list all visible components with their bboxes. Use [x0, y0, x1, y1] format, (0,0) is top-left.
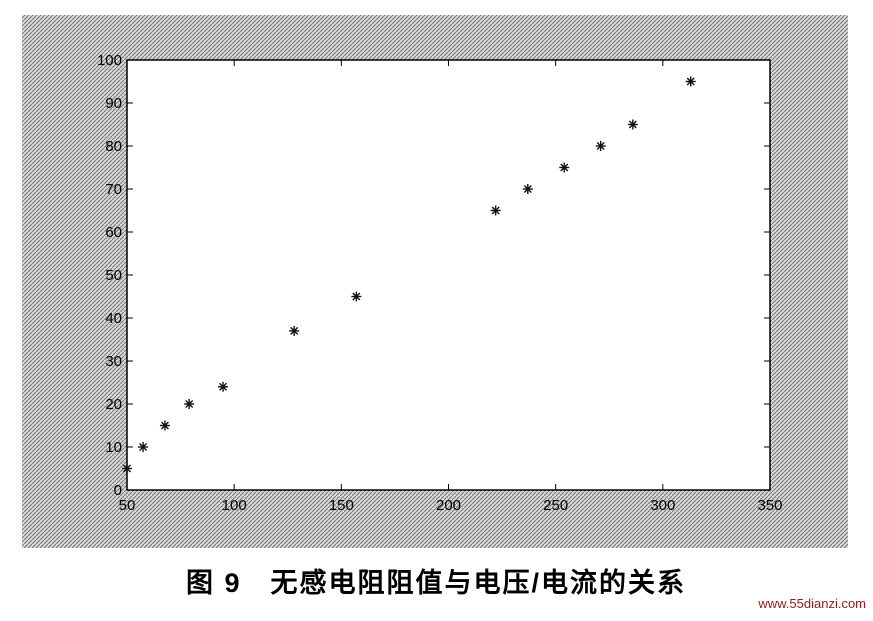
plot-area [126, 59, 771, 491]
point-stroke [686, 77, 695, 86]
point [122, 463, 132, 474]
point [490, 205, 501, 216]
point-stroke [352, 292, 361, 301]
y-tick-label: 20 [105, 396, 122, 413]
x-tick-label: 350 [757, 497, 782, 514]
y-tick-label: 30 [105, 353, 122, 370]
watermark: www.55dianzi.com [757, 596, 866, 611]
x-tick-label: 150 [329, 497, 354, 514]
point [289, 325, 300, 336]
point [627, 119, 638, 130]
point [595, 141, 606, 151]
x-tick-label: 100 [222, 497, 247, 514]
x-tick-label: 200 [436, 497, 461, 514]
point-stroke [123, 464, 131, 473]
point [685, 76, 696, 87]
point-stroke [139, 443, 148, 451]
point [559, 162, 570, 173]
y-tick-label: 60 [105, 224, 122, 241]
y-tick-label: 50 [105, 267, 122, 284]
y-tick-label: 70 [105, 181, 122, 198]
x-tick-label: 250 [543, 497, 568, 514]
chart-title: 图 9 无感电阻阻值与电压/电流的关系 [186, 567, 686, 598]
y-tick-label: 90 [105, 95, 122, 112]
point-stroke [628, 120, 637, 129]
x-tick-label: 300 [650, 497, 675, 514]
point-stroke [596, 142, 605, 150]
y-tick-label: 100 [97, 52, 122, 69]
point-stroke [491, 206, 500, 215]
point-stroke [523, 185, 532, 193]
point-stroke [160, 421, 169, 430]
point [351, 291, 362, 302]
point-stroke [290, 326, 299, 335]
point [138, 442, 149, 452]
point-stroke [185, 400, 194, 408]
y-tick-label: 80 [105, 138, 122, 155]
point-stroke [560, 163, 569, 172]
y-tick-label: 40 [105, 310, 122, 327]
y-tick-label: 10 [105, 439, 122, 456]
x-tick-label: 50 [119, 497, 136, 514]
y-tick-label: 0 [114, 482, 122, 499]
point-stroke [219, 382, 228, 391]
point [218, 381, 229, 392]
point [184, 399, 195, 409]
point [522, 184, 533, 194]
point [159, 420, 170, 431]
